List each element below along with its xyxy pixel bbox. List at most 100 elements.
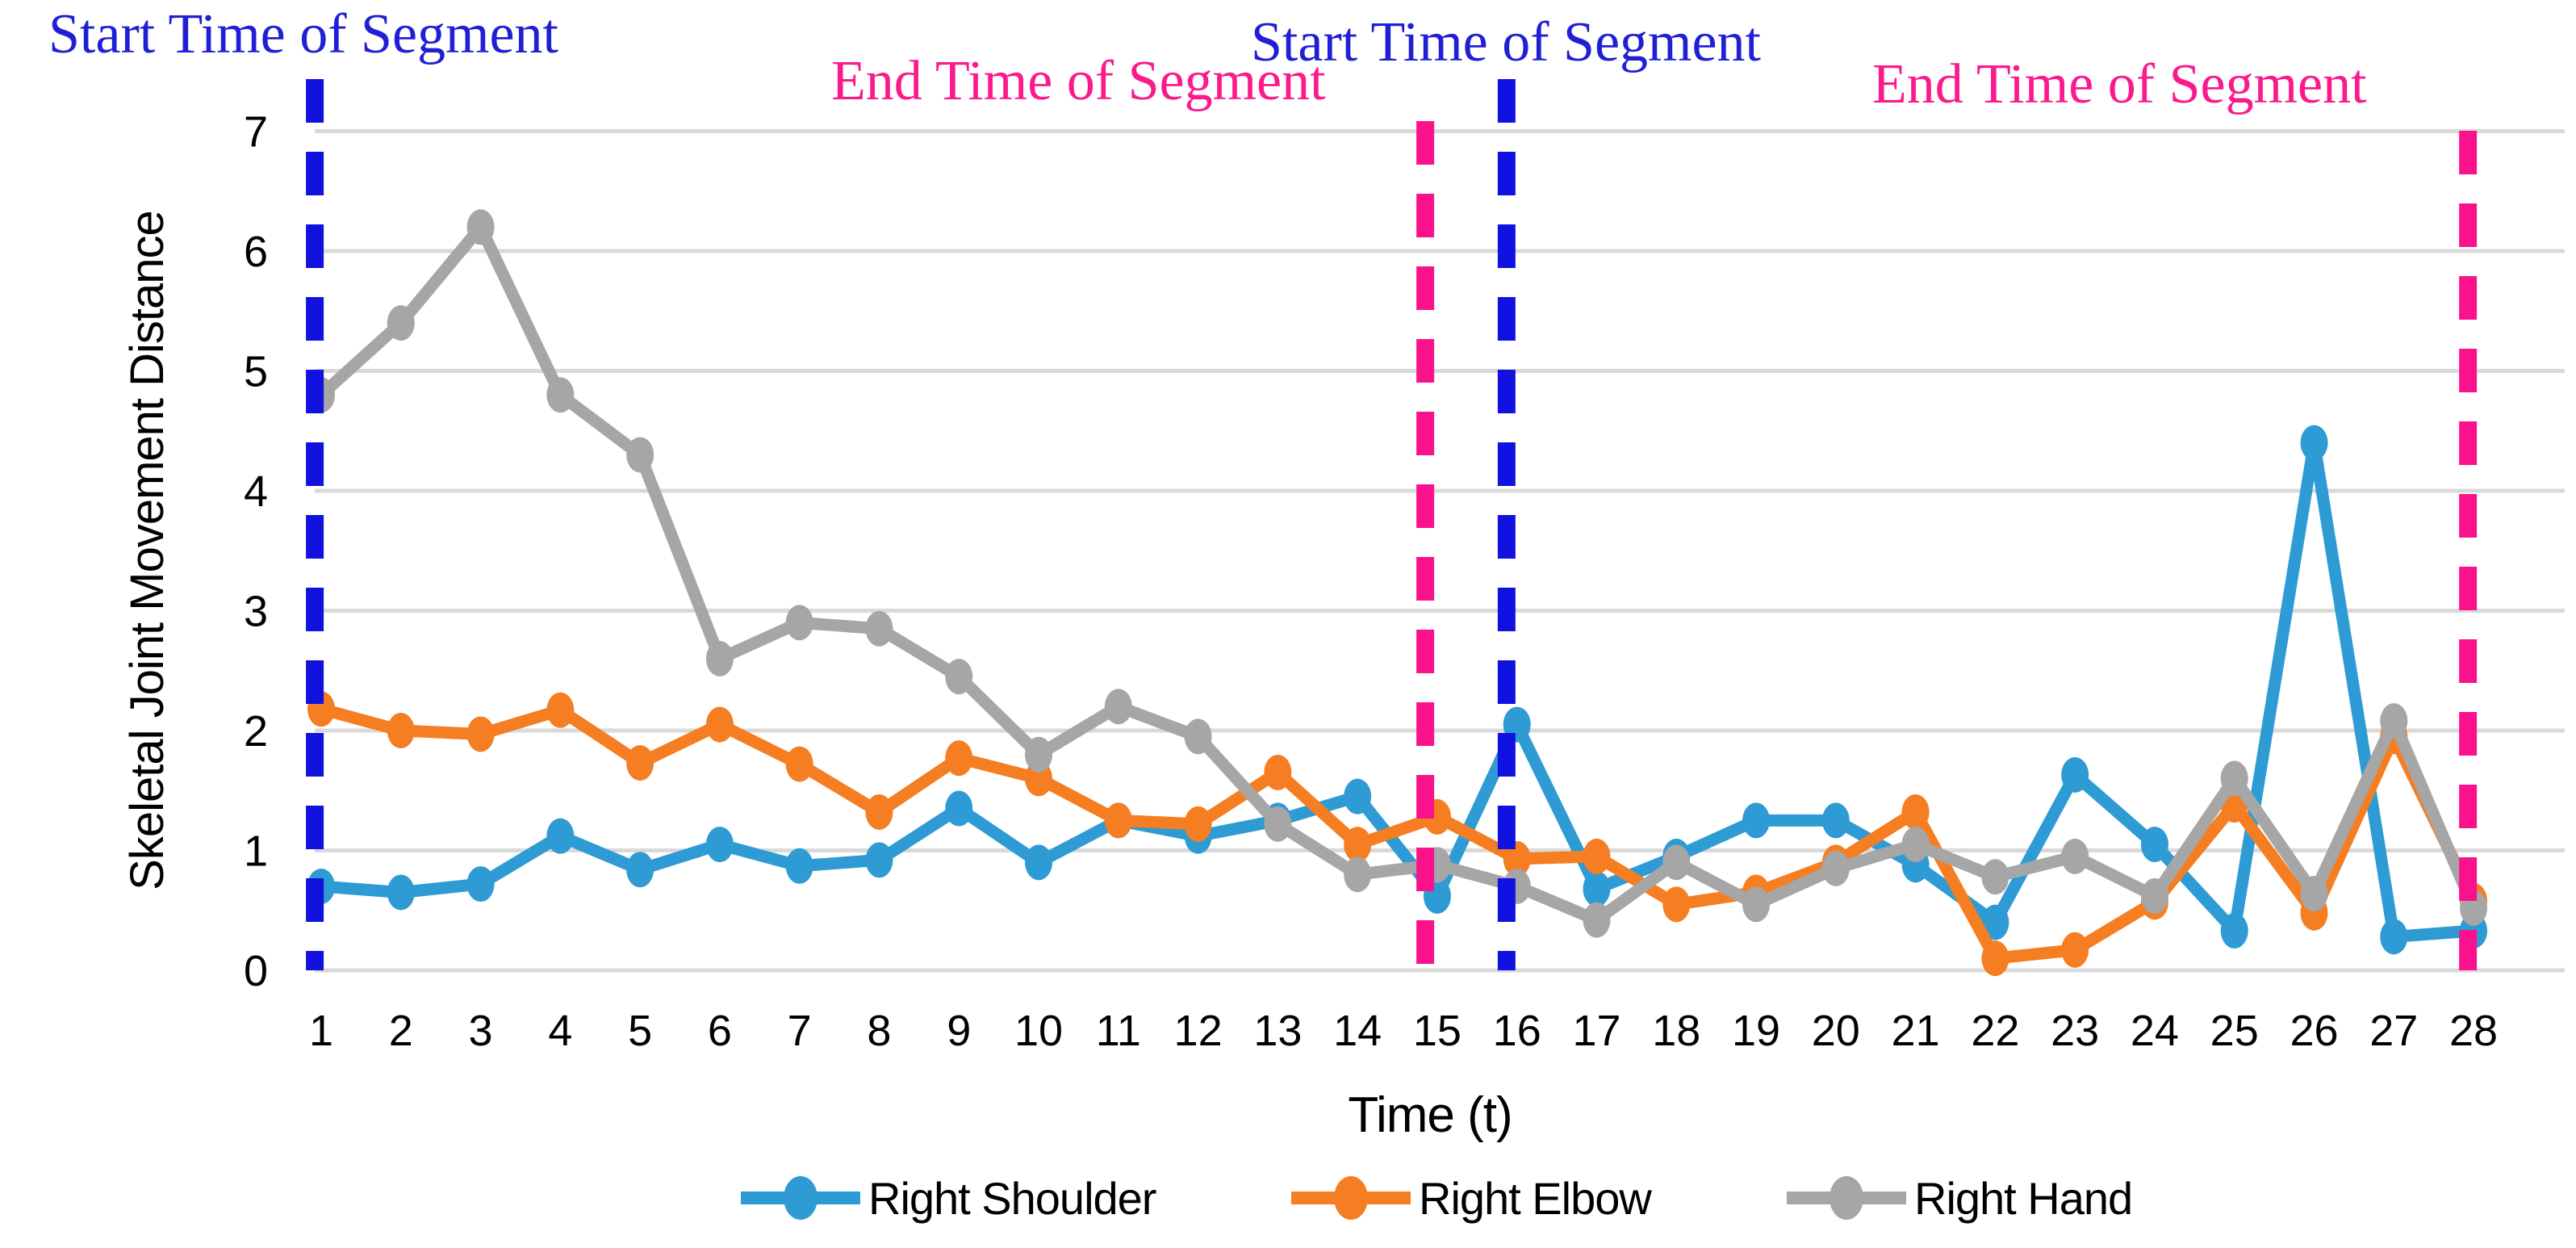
y-tick-label-3: 3 xyxy=(244,588,268,636)
data-point-right-hand-t13 xyxy=(1264,806,1292,842)
x-tick-label-22: 22 xyxy=(1971,1007,2019,1055)
x-tick-label-18: 18 xyxy=(1652,1007,1700,1055)
data-point-right-hand-t26 xyxy=(2300,875,2328,911)
x-tick-label-26: 26 xyxy=(2290,1007,2338,1055)
data-point-right-shoulder-t4 xyxy=(546,818,575,854)
data-point-right-elbow-t4 xyxy=(546,692,575,728)
legend-label-right-elbow: Right Elbow xyxy=(1419,1173,1652,1224)
x-tick-label-27: 27 xyxy=(2369,1007,2418,1055)
data-point-right-shoulder-t3 xyxy=(466,866,495,902)
data-point-right-elbow-t7 xyxy=(785,746,813,782)
data-point-right-hand-t10 xyxy=(1025,736,1053,773)
y-tick-label-6: 6 xyxy=(244,228,268,276)
data-point-right-elbow-t2 xyxy=(387,713,415,748)
x-tick-label-6: 6 xyxy=(708,1007,732,1055)
data-point-right-shoulder-t22 xyxy=(1981,904,2009,940)
data-point-right-shoulder-t7 xyxy=(785,848,813,884)
data-point-right-hand-t17 xyxy=(1583,902,1611,938)
data-point-right-elbow-t16 xyxy=(1503,840,1531,877)
x-tick-label-7: 7 xyxy=(788,1007,812,1055)
data-point-right-hand-t2 xyxy=(387,305,415,341)
x-tick-label-10: 10 xyxy=(1014,1007,1063,1055)
x-tick-label-3: 3 xyxy=(469,1007,493,1055)
data-point-right-elbow-t9 xyxy=(945,740,973,777)
x-tick-label-13: 13 xyxy=(1253,1007,1302,1055)
data-point-right-shoulder-t20 xyxy=(1821,802,1850,839)
legend-label-right-hand: Right Hand xyxy=(1914,1173,2132,1224)
y-tick-label-5: 5 xyxy=(244,348,268,396)
x-tick-label-1: 1 xyxy=(309,1007,333,1055)
data-point-right-hand-t19 xyxy=(1742,886,1771,923)
data-point-right-shoulder-t27 xyxy=(2380,919,2408,955)
data-point-right-elbow-t22 xyxy=(1981,940,2009,977)
data-point-right-elbow-t23 xyxy=(2061,932,2089,968)
data-point-right-shoulder-t14 xyxy=(1344,778,1372,815)
y-tick-label-2: 2 xyxy=(244,707,268,756)
x-tick-label-9: 9 xyxy=(947,1007,971,1055)
data-point-right-hand-t9 xyxy=(945,659,973,695)
data-point-right-hand-t6 xyxy=(705,640,734,676)
data-point-right-elbow-t14 xyxy=(1344,827,1372,863)
data-point-right-hand-t18 xyxy=(1662,844,1691,881)
data-point-right-shoulder-t17 xyxy=(1583,871,1611,907)
data-point-right-hand-t3 xyxy=(466,209,495,245)
data-point-right-hand-t21 xyxy=(1901,827,1930,863)
data-point-right-shoulder-t25 xyxy=(2220,912,2248,949)
data-point-right-hand-t22 xyxy=(1981,859,2009,895)
data-point-right-shoulder-t24 xyxy=(2140,827,2168,863)
data-point-right-hand-t7 xyxy=(785,605,813,641)
data-point-right-hand-t12 xyxy=(1184,718,1212,755)
data-point-right-hand-t8 xyxy=(865,610,893,647)
data-point-right-hand-t20 xyxy=(1821,850,1850,886)
x-tick-label-16: 16 xyxy=(1493,1007,1541,1055)
series-line-right-elbow xyxy=(315,702,2480,965)
data-point-right-shoulder-t9 xyxy=(945,790,973,827)
legend-marker-right-elbow xyxy=(1334,1176,1368,1220)
data-point-right-hand-t11 xyxy=(1104,689,1132,725)
x-tick-label-25: 25 xyxy=(2210,1007,2259,1055)
x-tick-label-14: 14 xyxy=(1333,1007,1382,1055)
segment-annotation-end-2: End Time of Segment xyxy=(1872,53,2367,115)
x-tick-label-28: 28 xyxy=(2449,1007,2498,1055)
data-point-right-hand-t25 xyxy=(2220,760,2248,797)
legend-marker-right-shoulder xyxy=(784,1176,818,1220)
data-point-right-elbow-t18 xyxy=(1662,886,1691,923)
data-point-right-shoulder-t2 xyxy=(387,874,415,911)
x-axis-title: Time (t) xyxy=(1348,1087,1512,1143)
data-point-right-hand-t4 xyxy=(546,377,575,413)
segment-annotation-start-1: Start Time of Segment xyxy=(48,3,558,65)
data-point-right-hand-t23 xyxy=(2061,838,2089,874)
data-point-right-shoulder-t8 xyxy=(865,842,893,878)
y-tick-label-1: 1 xyxy=(244,827,268,876)
series-line-right-shoulder xyxy=(315,437,2480,943)
data-point-right-elbow-t17 xyxy=(1583,838,1611,874)
y-tick-label-7: 7 xyxy=(244,108,268,157)
x-tick-label-20: 20 xyxy=(1812,1007,1860,1055)
data-point-right-shoulder-t23 xyxy=(2061,756,2089,793)
x-tick-label-15: 15 xyxy=(1413,1007,1462,1055)
data-point-right-shoulder-t10 xyxy=(1025,844,1053,881)
x-tick-label-11: 11 xyxy=(1096,1007,1141,1055)
x-tick-label-17: 17 xyxy=(1572,1007,1620,1055)
x-tick-label-23: 23 xyxy=(2051,1007,2099,1055)
series-line-right-hand xyxy=(315,220,2480,927)
data-point-right-elbow-t3 xyxy=(466,716,495,752)
legend-marker-right-hand xyxy=(1830,1176,1863,1220)
data-point-right-hand-t14 xyxy=(1344,856,1372,893)
data-point-right-elbow-t11 xyxy=(1104,802,1132,839)
legend-label-right-shoulder: Right Shoulder xyxy=(868,1173,1156,1224)
data-point-right-shoulder-t26 xyxy=(2300,425,2328,461)
data-point-right-elbow-t6 xyxy=(705,706,734,743)
x-tick-label-8: 8 xyxy=(867,1007,891,1055)
x-tick-label-5: 5 xyxy=(628,1007,652,1055)
x-tick-label-4: 4 xyxy=(548,1007,572,1055)
y-tick-label-4: 4 xyxy=(244,467,268,516)
data-point-right-elbow-t8 xyxy=(865,794,893,830)
data-point-right-hand-t5 xyxy=(626,437,654,473)
data-point-right-elbow-t5 xyxy=(626,745,654,781)
data-point-right-shoulder-t19 xyxy=(1742,802,1771,839)
x-tick-label-24: 24 xyxy=(2131,1007,2179,1055)
data-point-right-elbow-t21 xyxy=(1901,794,1930,830)
